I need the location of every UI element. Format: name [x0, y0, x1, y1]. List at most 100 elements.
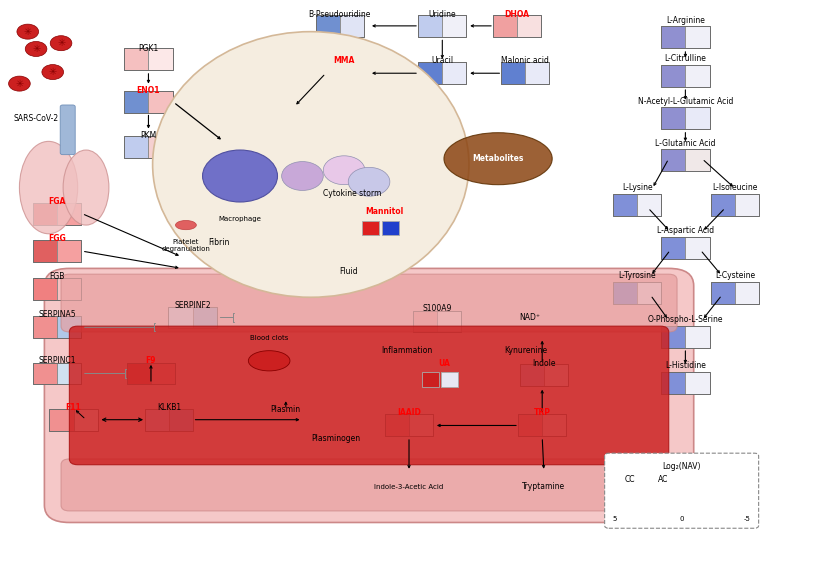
Bar [493, 15, 517, 37]
Bar [613, 282, 661, 304]
Text: Tryptamine: Tryptamine [522, 482, 566, 491]
Text: Uridine: Uridine [428, 10, 456, 19]
Bar [518, 415, 566, 437]
Bar [613, 194, 637, 216]
Bar [661, 26, 710, 48]
Bar [685, 26, 710, 48]
Bar [169, 409, 194, 431]
Bar [33, 202, 57, 224]
Text: AC: AC [658, 475, 668, 484]
Text: SERPINC1: SERPINC1 [39, 356, 75, 366]
Bar [316, 15, 340, 37]
Bar [33, 317, 57, 338]
Text: L-Tyrosine: L-Tyrosine [618, 271, 656, 280]
FancyBboxPatch shape [61, 459, 677, 511]
Bar [422, 373, 439, 387]
Bar [418, 62, 442, 84]
Bar [33, 363, 81, 384]
Bar [685, 107, 710, 129]
Bar [148, 48, 173, 71]
Bar [124, 91, 148, 113]
Text: L-Citrulline: L-Citrulline [665, 54, 706, 63]
Text: -5: -5 [743, 517, 750, 522]
Ellipse shape [153, 31, 469, 297]
Bar [127, 363, 175, 384]
Bar [33, 278, 57, 300]
Bar [124, 136, 148, 158]
Text: Indole: Indole [532, 359, 556, 368]
Text: ✳: ✳ [57, 38, 65, 48]
Bar [362, 221, 379, 235]
Text: F9: F9 [146, 356, 156, 366]
Text: SARS-CoV-2: SARS-CoV-2 [13, 114, 59, 123]
FancyBboxPatch shape [44, 268, 694, 522]
Bar [442, 62, 467, 84]
Text: 0: 0 [680, 517, 684, 522]
Text: ✳: ✳ [49, 67, 57, 77]
Text: Plasminogen: Plasminogen [311, 434, 360, 443]
Bar [685, 325, 710, 347]
Bar [418, 62, 467, 84]
Bar [685, 372, 710, 394]
Bar [626, 489, 649, 504]
Text: PGK1: PGK1 [138, 44, 158, 53]
Bar [711, 194, 759, 216]
Text: FGA: FGA [49, 197, 65, 206]
Ellipse shape [203, 150, 277, 202]
Text: DHOA: DHOA [504, 10, 530, 19]
Bar [711, 282, 735, 304]
Bar [542, 415, 566, 437]
Bar [525, 62, 549, 84]
Text: ENO1: ENO1 [137, 86, 160, 95]
Bar [413, 311, 437, 332]
Bar [316, 15, 364, 37]
Bar [127, 363, 151, 384]
Bar [626, 489, 671, 504]
Bar [124, 48, 148, 71]
Text: 5: 5 [613, 517, 618, 522]
Bar [685, 237, 710, 259]
Text: Macrophage: Macrophage [219, 216, 261, 223]
Bar [57, 363, 81, 384]
Text: F11: F11 [65, 403, 81, 412]
Bar [442, 373, 458, 387]
Bar [57, 240, 81, 262]
Text: UA: UA [438, 359, 450, 368]
Bar [320, 62, 344, 84]
Bar [57, 317, 81, 338]
Bar [385, 415, 409, 437]
Text: L-Arginine: L-Arginine [666, 16, 705, 24]
Bar [500, 62, 549, 84]
Bar [711, 282, 759, 304]
Text: Uracil: Uracil [432, 56, 453, 65]
Bar [151, 363, 175, 384]
Bar [661, 372, 685, 394]
Text: L-Glutamic Acid: L-Glutamic Acid [655, 139, 716, 147]
Bar [520, 364, 544, 386]
Bar [613, 282, 637, 304]
Bar [418, 15, 467, 37]
Bar [517, 15, 541, 37]
Bar [145, 409, 194, 431]
Text: Metabolites: Metabolites [473, 154, 524, 163]
Text: IAAID: IAAID [397, 408, 421, 417]
Bar [124, 91, 173, 113]
Bar [145, 409, 169, 431]
Circle shape [50, 36, 72, 51]
Bar [413, 311, 462, 332]
Text: B-Pseudouridine: B-Pseudouridine [308, 10, 371, 19]
Circle shape [349, 167, 390, 196]
Bar [148, 91, 173, 113]
Bar [124, 136, 173, 158]
Text: FGB: FGB [49, 272, 65, 281]
Bar [340, 15, 364, 37]
Text: PKM: PKM [140, 131, 157, 140]
Bar [418, 15, 442, 37]
Bar [661, 237, 710, 259]
Text: FGG: FGG [48, 234, 65, 243]
Text: MMA: MMA [334, 56, 354, 65]
Bar [661, 65, 710, 86]
Bar [74, 409, 98, 431]
Bar [409, 415, 433, 437]
Bar [500, 62, 525, 84]
